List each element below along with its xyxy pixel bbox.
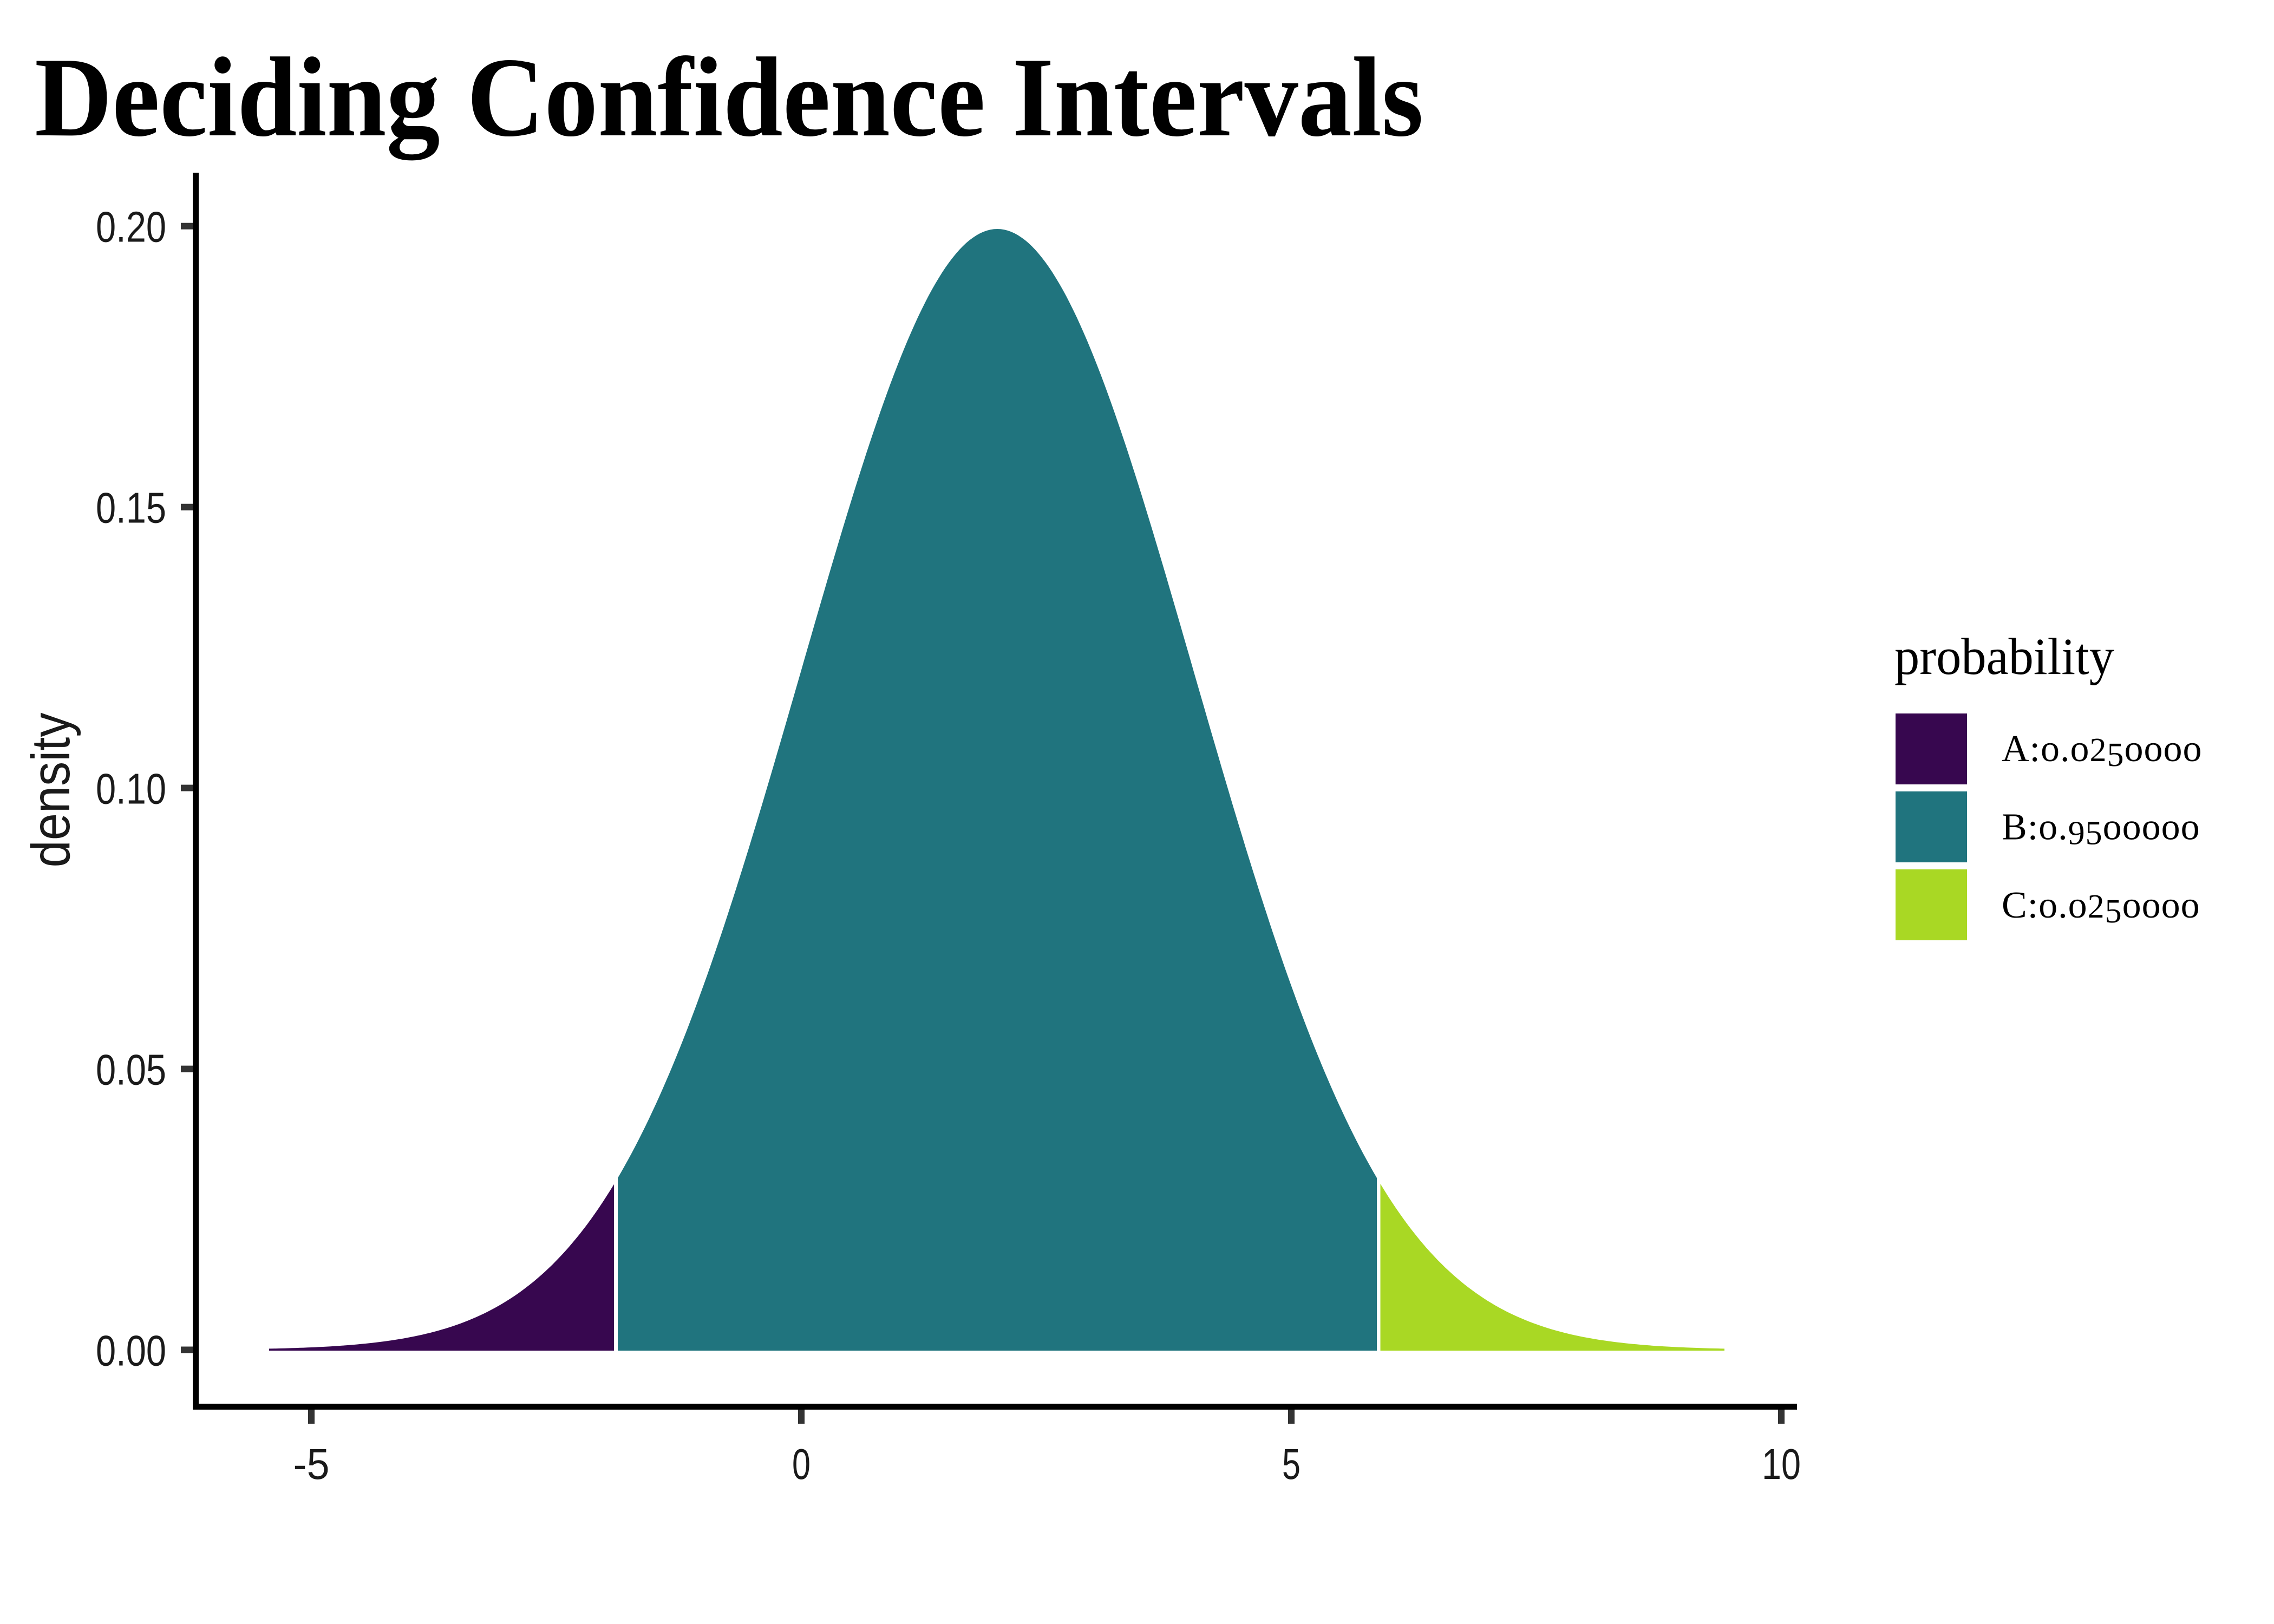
- svg-text:-5: -5: [293, 1440, 330, 1488]
- svg-text:probability: probability: [1894, 627, 2114, 685]
- svg-text:Deciding Confidence Intervals: Deciding Confidence Intervals: [35, 35, 1423, 160]
- svg-text:10: 10: [1762, 1440, 1801, 1488]
- svg-text:density: density: [21, 713, 81, 868]
- svg-text:0.15: 0.15: [96, 484, 166, 532]
- svg-text:C:o.o25oooo: C:o.o25oooo: [2002, 885, 2200, 930]
- svg-text:0.05: 0.05: [96, 1046, 166, 1094]
- svg-text:0.20: 0.20: [96, 203, 166, 251]
- svg-text:A:o.o25oooo: A:o.o25oooo: [2002, 728, 2203, 774]
- svg-text:0.10: 0.10: [96, 765, 166, 813]
- svg-text:5: 5: [1282, 1440, 1301, 1488]
- svg-text:0.00: 0.00: [96, 1327, 166, 1375]
- svg-text:0: 0: [792, 1440, 811, 1488]
